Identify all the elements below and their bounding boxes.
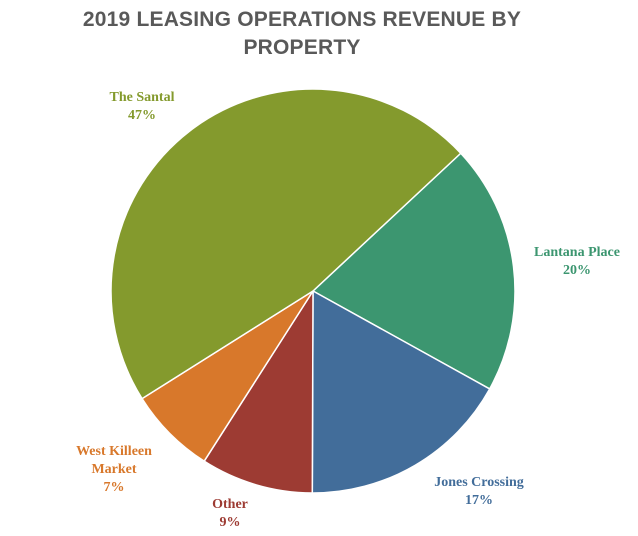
pie-slice-other (203, 288, 314, 494)
slice-label-other-percent: 9% (220, 515, 241, 530)
pie-slice-jones-crossing (311, 289, 491, 494)
chart-title-line-1: 2019 LEASING OPERATIONS REVENUE BY (82, 8, 522, 31)
slice-label-lantana-place-name-1: Lantana Place (534, 245, 620, 260)
slice-label-the-santal-percent: 47% (128, 108, 156, 123)
slice-label-west-killeen-market-percent: 7% (104, 480, 125, 495)
slice-label-west-killeen-market-name-2: Market (91, 462, 136, 477)
slice-label-the-santal-name-1: The Santal (110, 90, 175, 105)
pie-slice-the-santal (110, 88, 462, 400)
slice-label-lantana-place-percent: 20% (563, 263, 591, 278)
chart-title: 2019 LEASING OPERATIONS REVENUE BY PROPE… (0, 6, 604, 62)
pie-slice-lantana-place (311, 152, 516, 390)
chart-title-line-2: PROPERTY (243, 36, 361, 59)
slice-label-west-killeen-market-name-1: West Killeen (76, 444, 152, 459)
slice-label-jones-crossing-percent: 17% (465, 493, 493, 508)
slice-label-other-name-1: Other (212, 497, 248, 512)
slice-label-jones-crossing-name-1: Jones Crossing (434, 475, 524, 490)
